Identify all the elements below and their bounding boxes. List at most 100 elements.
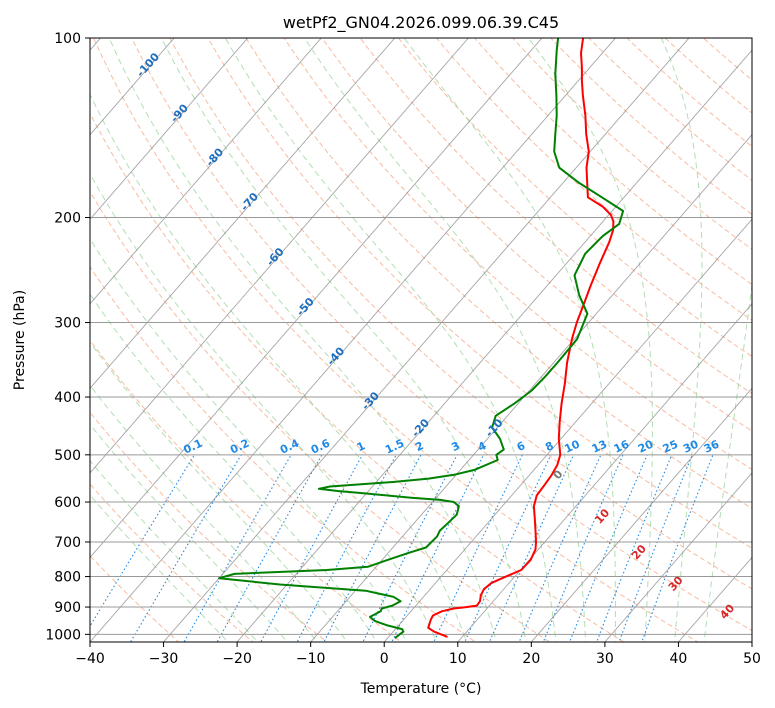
x-tick-label: 0	[380, 651, 389, 667]
dewpoint-line	[218, 38, 625, 639]
y-tick-label: 300	[54, 316, 81, 332]
y-tick-label: 1000	[45, 627, 81, 643]
isotherm-line	[236, 49, 752, 642]
isotherm-line	[90, 38, 617, 642]
isobar-gridlines	[90, 38, 752, 635]
moist-adiabat	[90, 423, 289, 642]
moist-adiabat	[304, 38, 587, 642]
y-tick-label: 800	[54, 570, 81, 586]
temperature-line	[427, 38, 615, 638]
dry-adiabat	[90, 265, 477, 642]
x-tick-label: −10	[296, 651, 326, 667]
isotherm-line	[530, 387, 752, 642]
y-tick-label: 100	[54, 31, 81, 47]
mixing-ratio-line	[569, 454, 648, 642]
dry-adiabat	[90, 339, 403, 642]
dry-adiabat	[90, 190, 551, 642]
moist-adiabat	[90, 384, 318, 642]
y-tick-label: 600	[54, 495, 81, 511]
mixing-ratio-label: 10	[562, 437, 582, 455]
x-tick-label: 30	[596, 651, 614, 667]
x-tick-label: 40	[670, 651, 688, 667]
x-tick-label: −30	[149, 651, 179, 667]
mixing-ratio-line	[433, 454, 523, 642]
plot-background	[90, 38, 752, 642]
mixing-ratio-line	[641, 454, 714, 642]
dry-adiabat	[473, 38, 752, 286]
isotherm-line	[604, 472, 752, 642]
y-axis: 1000 900 800 700 600 500 400 300 200 100	[45, 31, 90, 643]
mixing-ratio-label: 13	[590, 438, 609, 456]
dry-adiabat	[626, 38, 752, 148]
dry-adiabat	[169, 38, 752, 590]
mixing-ratio-label: 16	[612, 437, 632, 455]
x-axis: −40 −30 −20 −10 0 10 20 30 40 50	[75, 642, 761, 667]
sounding-profiles	[218, 38, 625, 639]
moist-adiabat	[161, 38, 527, 642]
mixing-ratio-label: 36	[702, 437, 722, 455]
mixing-ratio-line	[596, 454, 673, 642]
dry-adiabat	[397, 38, 752, 358]
x-tick-label: 50	[743, 651, 761, 667]
isotherm-line	[0, 0, 4, 659]
y-tick-label: 200	[54, 211, 81, 227]
mixing-ratio-label: 20	[636, 437, 656, 455]
mixing-ratio-line	[542, 454, 624, 642]
dry-adiabat	[90, 112, 625, 642]
moist-adiabat	[660, 38, 703, 642]
y-tick-label: 900	[54, 600, 81, 616]
mixing-ratio-line	[488, 454, 575, 642]
moist-adiabat	[527, 38, 653, 642]
mixing-ratio-line	[216, 454, 323, 642]
moist-adiabat	[224, 38, 557, 642]
mixing-ratio-line	[391, 454, 485, 642]
mixing-ratio-label: 25	[661, 438, 680, 456]
dry-adiabat	[93, 38, 699, 642]
mixing-ratio-line	[129, 454, 242, 642]
dry-adiabat	[207, 38, 752, 549]
dry-adiabat	[131, 38, 752, 632]
y-axis-label: Pressure (hPa)	[12, 290, 28, 390]
x-axis-label: Temperature (°C)	[360, 681, 482, 697]
moist-adiabat	[403, 38, 616, 642]
x-tick-label: 20	[522, 651, 540, 667]
isotherm-line	[383, 218, 752, 642]
x-tick-label: 10	[449, 651, 467, 667]
plot-area	[90, 38, 752, 642]
y-tick-label: 400	[54, 390, 81, 406]
dry-adiabat	[245, 38, 752, 510]
isotherm-lines	[0, 0, 752, 659]
moist-adiabat	[108, 38, 497, 642]
dry-adiabat	[588, 38, 752, 181]
dry-adiabat	[511, 38, 752, 250]
mixing-ratio-line	[618, 454, 693, 642]
isotherm-line	[162, 38, 690, 642]
isotherm-line	[310, 134, 752, 642]
mixing-ratio-line	[260, 454, 363, 642]
moist-adiabat	[90, 93, 467, 642]
isotherm-line	[457, 303, 752, 642]
moist-adiabat	[90, 341, 348, 642]
isotherm-line	[90, 38, 175, 136]
moist-adiabat	[90, 293, 378, 642]
dry-adiabat	[321, 38, 752, 432]
x-tick-label: −40	[75, 651, 105, 667]
isotherm-line	[90, 38, 322, 305]
isotherm-line	[90, 38, 543, 559]
chart-title: wetPf2_GN04.2026.099.06.39.C45	[283, 13, 559, 33]
dry-adiabats	[90, 38, 752, 642]
y-tick-label: 500	[54, 448, 81, 464]
moist-adiabat	[90, 460, 259, 642]
isotherm-line	[90, 38, 469, 474]
mixing-ratio-line	[518, 454, 602, 642]
mixing-ratio-label: 30	[681, 437, 701, 455]
x-tick-label: −20	[222, 651, 252, 667]
mixing-ratio-line	[183, 454, 292, 642]
plot-frame	[89, 37, 753, 643]
moist-adiabat	[703, 280, 752, 642]
mixing-ratio-line	[296, 454, 397, 642]
isotherm-line	[90, 38, 396, 390]
isotherm-line	[90, 38, 249, 220]
y-tick-label: 700	[54, 535, 81, 551]
